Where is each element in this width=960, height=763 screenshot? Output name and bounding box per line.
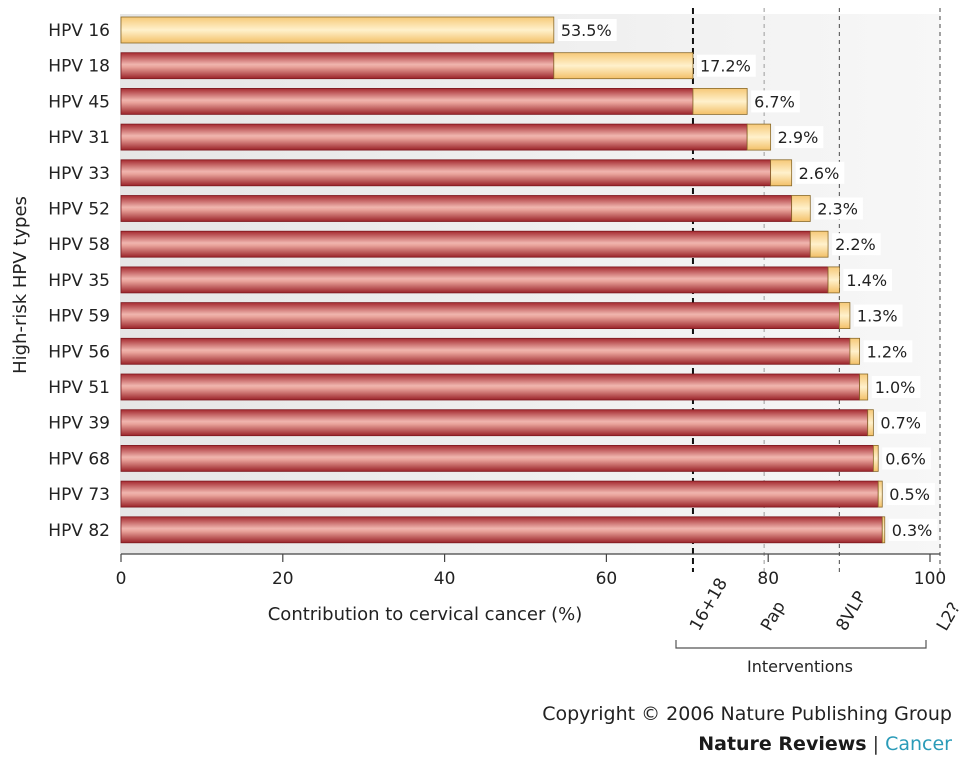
bar-cumulative-8 [120,302,840,330]
intervention-label-2: 8VLP [832,588,870,635]
bar-cumulative-13 [120,480,879,508]
value-label-bg-1 [696,54,756,77]
value-label-9: 1.2% [867,342,908,361]
value-label-13: 0.5% [889,485,930,504]
value-label-7: 1.4% [846,271,887,290]
value-label-4: 2.6% [799,164,840,183]
bar-cumulative-11 [120,409,869,437]
category-label-10: HPV 51 [48,378,110,398]
bar-cumulative-12 [120,444,874,472]
value-label-1: 17.2% [700,57,751,76]
value-label-bg-9 [863,340,913,363]
bar-increment-3 [746,123,772,151]
bar-cumulative-9 [120,337,851,365]
bar-increment-4 [770,159,793,187]
bar-increment-13 [877,480,883,508]
category-label-0: HPV 16 [48,21,110,41]
x-axis-ticks: 0 20 40 60 80 100 [116,554,946,589]
value-label-0: 53.5% [561,21,612,40]
value-label-bg-0 [557,19,617,41]
value-label-2: 6.7% [754,92,795,111]
category-label-3: HPV 31 [48,128,110,148]
bar-increment-14 [881,516,886,544]
category-label-1: HPV 18 [48,57,110,77]
category-label-13: HPV 73 [48,485,110,505]
bars-group [120,16,886,544]
value-label-6: 2.2% [835,235,876,254]
value-label-bg-11 [877,411,927,434]
bar-increment-0 [120,16,555,44]
value-label-bg-4 [795,161,845,184]
stacked-bar-chart: HPV 16 HPV 18 HPV 45 HPV 31 HPV 33 HPV 52 HPV … [10,8,960,676]
interventions-bracket [675,640,927,649]
journal-name: Nature Reviews [698,733,867,755]
value-labels: 53.5% 17.2%6.7% 2.9% 2.6% 2.3% 2.2% 1.4% 1.3% 1.… [557,19,938,541]
category-label-9: HPV 56 [48,342,110,362]
value-label-3: 2.9% [778,128,819,147]
category-label-12: HPV 68 [48,449,110,469]
journal-brand: Nature Reviews | Cancer [698,733,952,755]
value-label-bg-7 [843,268,893,291]
category-label-14: HPV 82 [48,521,110,541]
x-axis-label: Contribution to cervical cancer (%) [268,604,583,625]
value-label-12: 0.6% [885,449,926,468]
bar-increment-6 [809,230,829,258]
bar-increment-5 [791,195,811,222]
value-label-bg-2 [751,90,800,113]
bar-cumulative-6 [120,230,811,258]
y-axis-label: High-risk HPV types [10,196,31,374]
value-label-bg-8 [853,304,903,327]
bar-increment-11 [867,409,874,437]
x-tick-label-0: 0 [116,569,127,589]
bar-increment-10 [859,373,869,401]
value-label-bg-5 [814,197,863,220]
bar-cumulative-3 [120,123,748,151]
bar-cumulative-10 [120,373,861,401]
value-label-5: 2.3% [817,200,858,219]
category-label-2: HPV 45 [48,92,110,112]
value-label-8: 1.3% [857,307,898,326]
category-labels: HPV 16 HPV 18 HPV 45 HPV 31 HPV 33 HPV 52 HPV … [48,21,110,541]
category-label-5: HPV 52 [48,200,110,220]
bar-cumulative-5 [120,195,793,222]
value-label-bg-6 [832,233,881,256]
x-tick-label-2: 40 [434,569,456,589]
bar-increment-8 [838,302,851,330]
bar-increment-12 [872,444,879,472]
category-label-6: HPV 58 [48,235,110,255]
category-label-8: HPV 59 [48,307,110,327]
value-label-bg-3 [774,126,824,149]
value-label-bg-13 [886,483,935,506]
bar-cumulative-2 [120,88,694,115]
bar-increment-2 [692,88,748,115]
x-tick-label-1: 20 [272,569,294,589]
x-tick-label-3: 60 [596,569,618,589]
value-label-11: 0.7% [880,414,921,433]
value-label-10: 1.0% [875,378,916,397]
bar-cumulative-7 [120,266,829,294]
brand-separator: | [872,733,880,755]
category-label-4: HPV 33 [48,164,110,184]
value-label-bg-14 [888,518,938,541]
bar-cumulative-4 [120,159,772,187]
interventions-label: Interventions [747,657,853,676]
category-label-7: HPV 35 [48,271,110,291]
intervention-label-0: 16+18 [686,575,732,635]
x-tick-label-4: 80 [757,569,779,589]
value-label-14: 0.3% [892,521,933,540]
bar-increment-7 [827,266,840,294]
bar-increment-1 [553,52,694,80]
value-label-bg-12 [882,447,931,470]
copyright-text: Copyright © 2006 Nature Publishing Group [542,703,952,725]
bar-increment-9 [849,337,861,365]
category-label-11: HPV 39 [48,414,110,434]
value-label-bg-10 [871,376,921,398]
bar-cumulative-14 [120,516,883,544]
intervention-label-3: L2? [933,599,960,634]
x-tick-label-5: 100 [914,569,946,589]
journal-section: Cancer [885,733,952,755]
bar-cumulative-1 [120,52,555,80]
intervention-label-1: Pap [757,598,790,635]
